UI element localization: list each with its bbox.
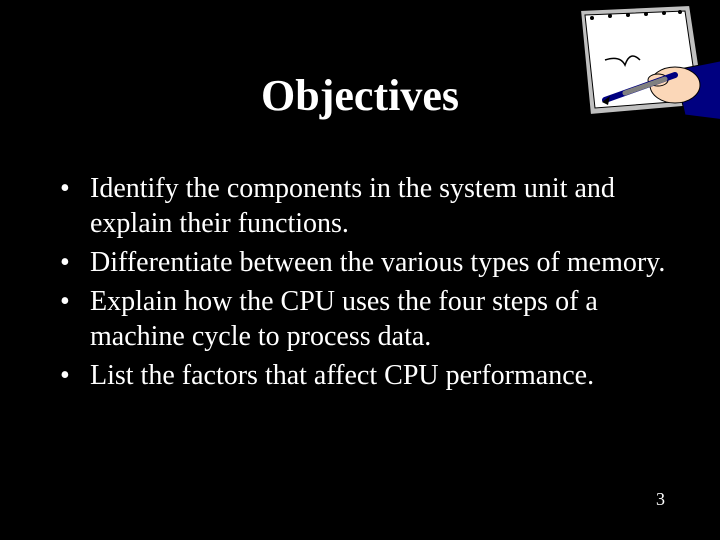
- bullet-item: Explain how the CPU uses the four steps …: [60, 284, 680, 354]
- bullet-item: Identify the components in the system un…: [60, 171, 680, 241]
- slide-container: Objectives Identify the components in th…: [0, 0, 720, 540]
- bullet-item: List the factors that affect CPU perform…: [60, 358, 680, 393]
- bullet-item: Differentiate between the various types …: [60, 245, 680, 280]
- bullet-list: Identify the components in the system un…: [40, 171, 680, 393]
- writing-hand-icon: [530, 0, 720, 160]
- page-number: 3: [656, 489, 665, 510]
